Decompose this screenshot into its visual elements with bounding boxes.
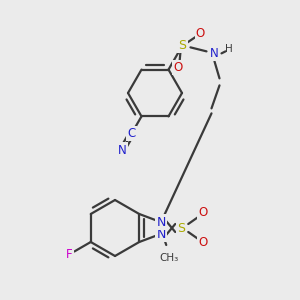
Text: O: O [173, 61, 182, 74]
Text: S: S [178, 39, 187, 52]
Text: N: N [118, 144, 126, 157]
Text: O: O [196, 27, 205, 40]
Text: N: N [157, 227, 166, 241]
Text: N: N [157, 215, 166, 229]
Text: O: O [199, 206, 208, 220]
Text: CH₃: CH₃ [160, 253, 179, 263]
Text: H: H [225, 44, 232, 54]
Text: N: N [210, 47, 219, 60]
Text: C: C [128, 127, 136, 140]
Text: F: F [66, 248, 72, 261]
Text: O: O [199, 236, 208, 250]
Text: S: S [177, 221, 185, 235]
